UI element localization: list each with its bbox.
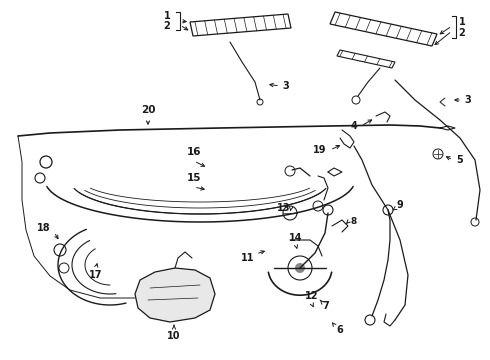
Text: 8: 8 <box>351 217 357 226</box>
Text: 2: 2 <box>459 28 466 38</box>
Text: 3: 3 <box>465 95 471 105</box>
Text: 11: 11 <box>241 253 255 263</box>
Text: 17: 17 <box>89 270 103 280</box>
Circle shape <box>295 263 305 273</box>
Text: 19: 19 <box>313 145 327 155</box>
Text: 20: 20 <box>141 105 155 115</box>
Text: 3: 3 <box>283 81 290 91</box>
Text: 7: 7 <box>322 301 329 311</box>
Text: 9: 9 <box>396 200 403 210</box>
Text: 4: 4 <box>351 121 357 131</box>
Text: 12: 12 <box>305 291 319 301</box>
Text: 2: 2 <box>164 21 171 31</box>
Text: 1: 1 <box>459 17 466 27</box>
Text: 13: 13 <box>277 203 291 213</box>
Text: 5: 5 <box>457 155 464 165</box>
Text: 15: 15 <box>187 173 201 183</box>
Polygon shape <box>135 268 215 322</box>
Text: 10: 10 <box>167 331 181 341</box>
Text: 14: 14 <box>289 233 303 243</box>
Text: 1: 1 <box>164 11 171 21</box>
Text: 6: 6 <box>337 325 343 335</box>
Text: 16: 16 <box>187 147 201 157</box>
Text: 18: 18 <box>37 223 51 233</box>
